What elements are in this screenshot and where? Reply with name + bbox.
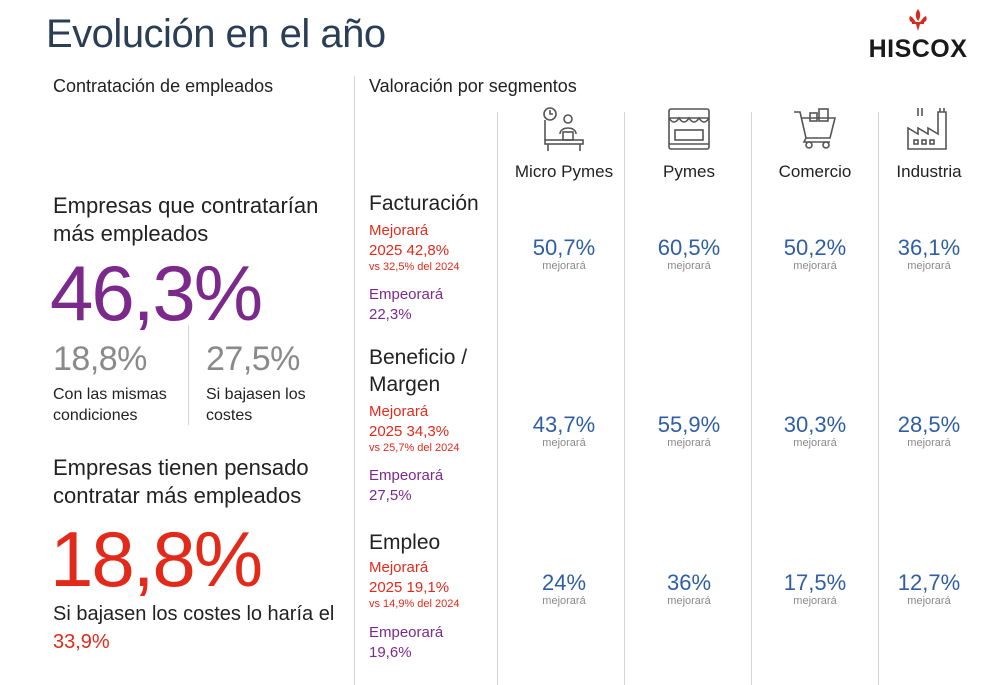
segment-value-cell: 36,1% mejorará [868, 235, 990, 272]
shopping-cart-icon [794, 108, 837, 149]
worse-value: 22,3% [369, 306, 412, 323]
segment-value-sub: mejorará [793, 595, 837, 607]
row-label-facturacion: Facturación [369, 192, 479, 215]
worse-block: Empeorará 27,5% [369, 466, 494, 506]
segment-value-sub: mejorará [667, 260, 711, 272]
column-divider [624, 112, 625, 685]
segment-value-cell: 12,7% mejorará [868, 570, 990, 607]
column-divider [878, 112, 879, 685]
segments-section-title: Valoración por segmentos [369, 76, 577, 96]
segment-value-sub: mejorará [667, 595, 711, 607]
plan-note-text: Si bajasen los costes lo haría el [53, 603, 335, 625]
worse-block: Empeorará 22,3% [369, 285, 494, 325]
logo-text: HISCOX [868, 35, 968, 63]
segment-value: 50,2% [783, 235, 847, 260]
hiring-section-title: Contratación de empleados [53, 76, 274, 96]
segment-value-sub: mejorará [907, 437, 951, 449]
segment-value: 55,9% [657, 412, 721, 437]
segment-value-sub: mejorará [793, 260, 837, 272]
hire-label: Empresas que contratarían más empleados [53, 193, 319, 246]
segment-value-sub: mejorará [542, 595, 586, 607]
stats-divider [188, 325, 189, 425]
segment-value-cell: 50,2% mejorará [754, 235, 876, 272]
segment-value-cell: 36% mejorará [628, 570, 750, 607]
segment-value: 12,7% [897, 570, 961, 595]
segment-value: 28,5% [897, 412, 961, 437]
segment-value: 30,3% [783, 412, 847, 437]
segment-value: 50,7% [532, 235, 596, 260]
fleur-de-lis-icon [909, 9, 927, 31]
segment-name: Industria [896, 162, 962, 181]
store-icon [668, 108, 710, 150]
plan-note: Si bajasen los costes lo haría el 33,9% [53, 600, 343, 656]
page-title: Evolución en el año [46, 12, 386, 56]
better-compare: vs 32,5% del 2024 [369, 261, 460, 273]
segment-value-cell: 28,5% mejorará [868, 412, 990, 449]
lower-costs-value: 27,5% [206, 340, 300, 378]
segment-value-cell: 30,3% mejorará [754, 412, 876, 449]
factory-icon [907, 108, 947, 150]
segment-value-cell: 50,7% mejorará [503, 235, 625, 272]
worse-label: Empeorará [369, 286, 444, 303]
plan-label: Empresas tienen pensado contratar más em… [53, 455, 309, 508]
segment-value: 60,5% [657, 235, 721, 260]
better-compare: vs 25,7% del 2024 [369, 442, 460, 454]
segment-value: 36,1% [897, 235, 961, 260]
segment-value-sub: mejorará [542, 260, 586, 272]
segment-name: Micro Pymes [514, 162, 614, 181]
section-divider [354, 76, 355, 685]
worse-value: 27,5% [369, 487, 412, 504]
segment-value: 17,5% [783, 570, 847, 595]
segment-value-cell: 55,9% mejorará [628, 412, 750, 449]
row-label-empleo: Empleo [369, 531, 441, 554]
segment-value: 24% [541, 570, 587, 595]
segment-value: 43,7% [532, 412, 596, 437]
segment-name: Comercio [778, 162, 852, 181]
row-label-beneficio: Beneficio / Margen [369, 346, 468, 396]
better-value: 2025 42,8% [369, 242, 450, 259]
column-divider [497, 112, 498, 685]
better-block: Mejorará 2025 34,3% vs 25,7% del 2024 [369, 402, 494, 455]
segment-value-sub: mejorará [907, 595, 951, 607]
segment-value: 36% [666, 570, 712, 595]
better-value: 2025 34,3% [369, 423, 450, 440]
same-conditions-value: 18,8% [53, 340, 147, 378]
segment-value-sub: mejorará [667, 437, 711, 449]
column-divider [751, 112, 752, 685]
better-value: 2025 19,1% [369, 579, 450, 596]
better-compare: vs 14,9% del 2024 [369, 598, 460, 610]
worse-block: Empeorará 19,6% [369, 623, 494, 663]
better-label: Mejorará [369, 559, 429, 576]
hire-value: 46,3% [50, 249, 263, 337]
plan-value: 18,8% [50, 515, 263, 603]
segment-value-sub: mejorará [542, 437, 586, 449]
better-block: Mejorará 2025 42,8% vs 32,5% del 2024 [369, 221, 494, 274]
lower-costs-label: Si bajasen los costes [206, 386, 306, 424]
plan-note-value: 33,9% [53, 631, 110, 653]
worse-label: Empeorará [369, 467, 444, 484]
segment-value-sub: mejorará [907, 260, 951, 272]
micro-pymes-icon [543, 107, 584, 151]
worse-value: 19,6% [369, 644, 412, 661]
segment-value-cell: 24% mejorará [503, 570, 625, 607]
segment-value-cell: 43,7% mejorará [503, 412, 625, 449]
segment-name: Pymes [663, 162, 715, 181]
worse-label: Empeorará [369, 624, 444, 641]
hiscox-logo: HISCOX [868, 8, 968, 64]
better-label: Mejorará [369, 403, 429, 420]
better-block: Mejorará 2025 19,1% vs 14,9% del 2024 [369, 558, 494, 611]
segment-value-cell: 60,5% mejorará [628, 235, 750, 272]
same-conditions-label: Con las mismas condiciones [53, 386, 167, 424]
better-label: Mejorará [369, 222, 429, 239]
segment-value-sub: mejorará [793, 437, 837, 449]
segment-value-cell: 17,5% mejorará [754, 570, 876, 607]
